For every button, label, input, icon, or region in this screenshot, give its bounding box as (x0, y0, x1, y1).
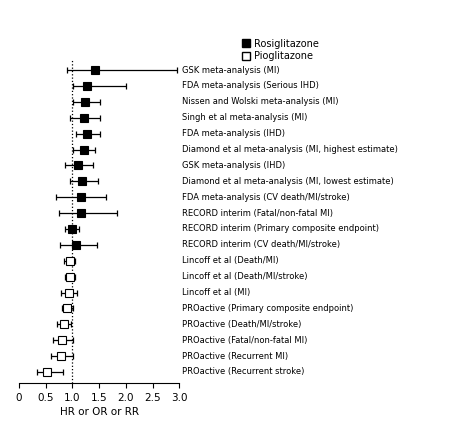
Text: Lincoff et al (MI): Lincoff et al (MI) (182, 288, 250, 297)
Text: FDA meta-analysis (CV death/MI/stroke): FDA meta-analysis (CV death/MI/stroke) (182, 193, 349, 202)
Text: FDA meta-analysis (Serious IHD): FDA meta-analysis (Serious IHD) (182, 81, 319, 91)
Legend: Rosiglitazone, Pioglitazone: Rosiglitazone, Pioglitazone (241, 39, 320, 61)
Text: Nissen and Wolski meta-analysis (MI): Nissen and Wolski meta-analysis (MI) (182, 97, 338, 107)
Text: FDA meta-analysis (IHD): FDA meta-analysis (IHD) (182, 129, 285, 138)
Text: Diamond et al meta-analysis (MI, lowest estimate): Diamond et al meta-analysis (MI, lowest … (182, 177, 394, 186)
Text: GSK meta-analysis (IHD): GSK meta-analysis (IHD) (182, 161, 285, 170)
Text: Lincoff et al (Death/MI/stroke): Lincoff et al (Death/MI/stroke) (182, 272, 307, 281)
Text: PROactive (Recurrent MI): PROactive (Recurrent MI) (182, 352, 288, 361)
Text: RECORD interim (Primary composite endpoint): RECORD interim (Primary composite endpoi… (182, 224, 379, 234)
Text: GSK meta-analysis (MI): GSK meta-analysis (MI) (182, 66, 279, 75)
Text: PROactive (Primary composite endpoint): PROactive (Primary composite endpoint) (182, 304, 353, 313)
Text: PROactive (Recurrent stroke): PROactive (Recurrent stroke) (182, 368, 304, 376)
Text: PROactive (Fatal/non-fatal MI): PROactive (Fatal/non-fatal MI) (182, 336, 307, 345)
Text: PROactive (Death/MI/stroke): PROactive (Death/MI/stroke) (182, 320, 301, 329)
X-axis label: HR or OR or RR: HR or OR or RR (59, 407, 139, 417)
Text: Singh et al meta-analysis (MI): Singh et al meta-analysis (MI) (182, 113, 307, 122)
Text: Lincoff et al (Death/MI): Lincoff et al (Death/MI) (182, 256, 278, 265)
Text: Diamond et al meta-analysis (MI, highest estimate): Diamond et al meta-analysis (MI, highest… (182, 145, 397, 154)
Text: RECORD interim (CV death/MI/stroke): RECORD interim (CV death/MI/stroke) (182, 240, 340, 249)
Text: RECORD interim (Fatal/non-fatal MI): RECORD interim (Fatal/non-fatal MI) (182, 208, 333, 218)
